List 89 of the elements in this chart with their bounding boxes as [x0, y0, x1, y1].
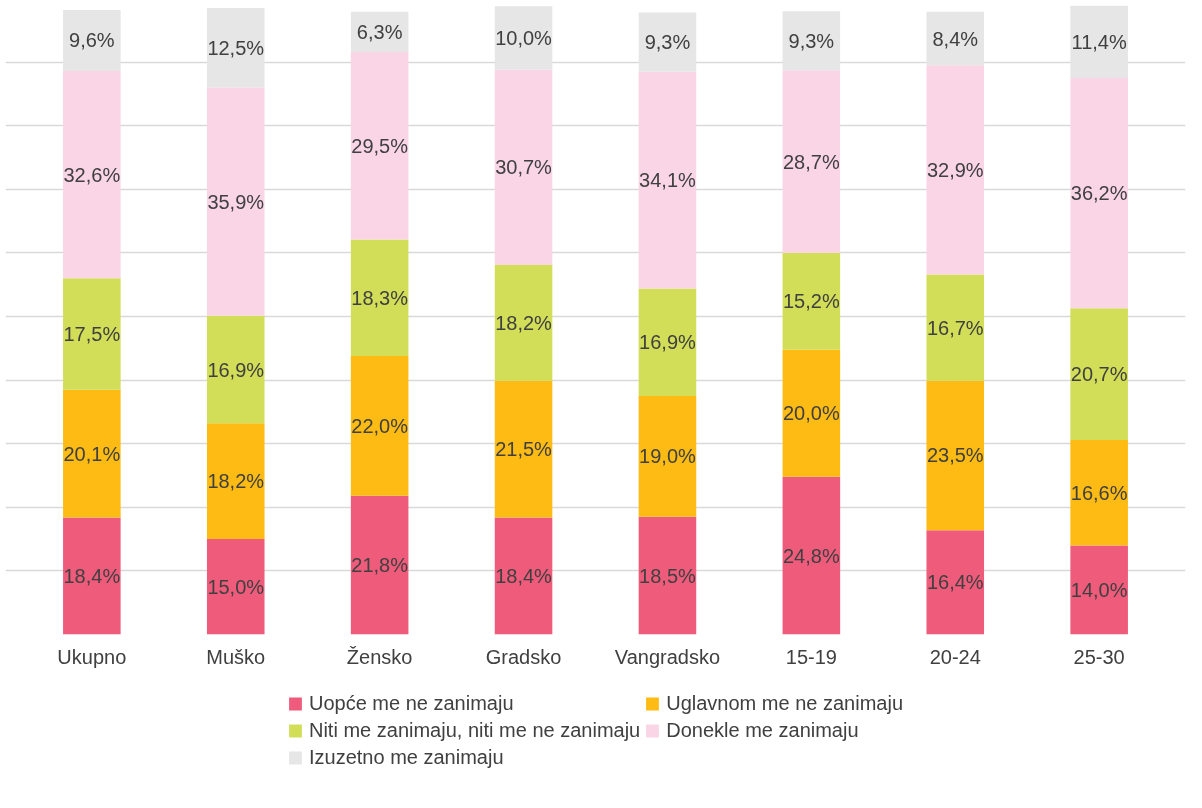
data-label: 24,8%: [783, 544, 840, 567]
data-label: 15,2%: [783, 290, 840, 313]
bar: [638, 71, 697, 289]
bar: [926, 65, 985, 275]
x-tick-label: 20-24: [929, 645, 981, 668]
data-label: 23,5%: [926, 444, 984, 467]
data-label: 32,9%: [926, 158, 984, 181]
data-label: 14,0%: [1070, 578, 1128, 601]
data-label: 11,4%: [1071, 30, 1127, 53]
x-tick-label: 25-30: [1073, 645, 1125, 668]
data-label: 29,5%: [351, 134, 409, 157]
data-label: 36,2%: [1070, 182, 1128, 205]
data-label: 22,0%: [351, 414, 409, 437]
bar: [63, 9, 121, 72]
bar: [638, 12, 697, 72]
data-label: 16,9%: [639, 331, 697, 354]
legend-label: Niti me zanimaju, niti me ne zanimaju: [308, 718, 641, 742]
x-tick-label: Ukupno: [57, 645, 127, 668]
bar: [782, 70, 841, 253]
legend-label: Donekle me zanimaju: [666, 718, 859, 742]
x-tick-label: Gradsko: [485, 645, 562, 668]
data-label: 17,5%: [63, 322, 121, 345]
bar: [1070, 308, 1128, 440]
data-label: 35,9%: [207, 190, 265, 213]
data-label: 30,7%: [495, 156, 553, 179]
data-label: 20,7%: [1070, 363, 1128, 386]
legend-label: Izuzetno me zanimaju: [308, 745, 504, 769]
data-label: 28,7%: [783, 150, 840, 173]
data-label: 18,3%: [351, 286, 409, 309]
legend-label: Uopće me ne zanimaju: [308, 691, 514, 715]
bar: [494, 69, 553, 265]
data-label: 21,8%: [351, 554, 409, 577]
data-label: 8,4%: [932, 27, 979, 50]
bar: [350, 51, 409, 240]
data-label: 32,6%: [63, 163, 121, 186]
bar: [926, 274, 985, 381]
bar: [782, 349, 841, 477]
bar: [1070, 5, 1128, 78]
data-label: 34,1%: [639, 169, 697, 192]
x-tick-label: 15-19: [785, 645, 837, 668]
bar: [63, 517, 121, 635]
bar: [1070, 545, 1128, 635]
data-label: 16,7%: [926, 316, 984, 339]
data-label: 6,3%: [356, 20, 403, 43]
bar: [494, 264, 553, 381]
bar: [350, 239, 409, 356]
data-label: 10,0%: [495, 26, 553, 49]
bar: [350, 495, 409, 635]
bar: [494, 517, 553, 635]
data-label: 16,6%: [1070, 481, 1128, 504]
bar: [1070, 439, 1128, 546]
bar: [206, 87, 265, 316]
bar: [494, 380, 553, 518]
data-label: 20,1%: [63, 442, 121, 465]
data-label: 21,5%: [495, 438, 553, 461]
x-tick-label: Žensko: [346, 645, 413, 668]
bar: [638, 516, 697, 635]
data-label: 18,4%: [63, 564, 121, 587]
bar: [63, 278, 121, 390]
data-label: 12,5%: [207, 36, 265, 59]
bar: [350, 355, 409, 496]
bar: [206, 8, 265, 88]
bar: [63, 389, 121, 518]
bar: [206, 315, 265, 424]
data-label: 9,3%: [644, 31, 691, 54]
bar: [926, 530, 985, 635]
legend-label: Uglavnom me ne zanimaju: [666, 691, 904, 715]
bar: [63, 71, 121, 279]
bar: [206, 423, 265, 540]
data-label: 16,9%: [207, 358, 265, 381]
x-tick-label: Muško: [206, 645, 266, 668]
data-label: 16,4%: [926, 571, 984, 594]
data-label: 18,2%: [495, 311, 553, 334]
bar: [926, 380, 985, 531]
bar: [1070, 78, 1128, 309]
data-label: 18,4%: [495, 564, 553, 587]
data-label: 9,6%: [69, 29, 115, 52]
bar: [782, 252, 841, 350]
data-label: 18,2%: [207, 470, 265, 493]
bar: [206, 539, 265, 635]
data-label: 18,5%: [639, 564, 697, 587]
bar: [782, 476, 841, 635]
data-label: 15,0%: [207, 575, 265, 598]
x-tick-label: Vangradsko: [614, 645, 721, 668]
data-label: 19,0%: [639, 445, 697, 468]
data-label: 20,0%: [783, 402, 840, 425]
bar: [638, 288, 697, 396]
bar: [638, 396, 697, 517]
data-label: 9,3%: [788, 29, 835, 52]
